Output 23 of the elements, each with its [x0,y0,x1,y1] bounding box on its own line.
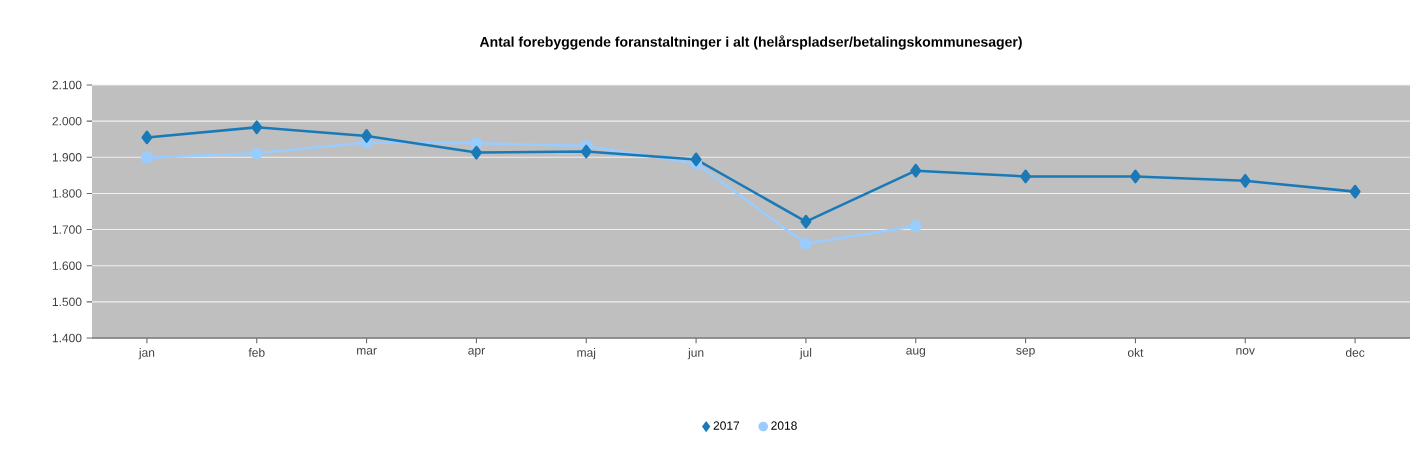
x-tick-label: okt [1127,348,1144,357]
y-tick-label: 1.500 [52,297,82,307]
chart-title: Antal forebyggende foranstaltninger i alt (helårspladser/betalingskommunesager) [479,35,1022,50]
x-tick-label: mar [357,348,377,355]
x-tick-label: nov [1236,348,1255,355]
y-tick-label: 2.100 [52,80,82,90]
x-tick-label: jul [799,348,812,360]
legend-label: 2018 [771,421,797,430]
y-tick-label: 1.800 [52,189,82,198]
y-tick-label: 1.600 [52,261,82,270]
x-tick-label: jan [138,348,155,360]
legend-label: 2017 [713,421,740,430]
x-tick-label: maj [577,348,596,360]
x-tick-label: feb [248,348,265,357]
y-tick-label: 1.400 [52,333,82,343]
y-tick-label: 2.000 [52,116,82,126]
x-tick-label: sep [1016,348,1035,357]
x-tick-label: dec [1345,348,1365,357]
x-tick-label: aug [906,348,925,357]
y-tick-label: 1.900 [52,153,82,162]
x-tick-label: apr [468,348,485,357]
x-tick-label: jun [687,348,704,360]
y-tick-label: 1.700 [52,225,82,234]
